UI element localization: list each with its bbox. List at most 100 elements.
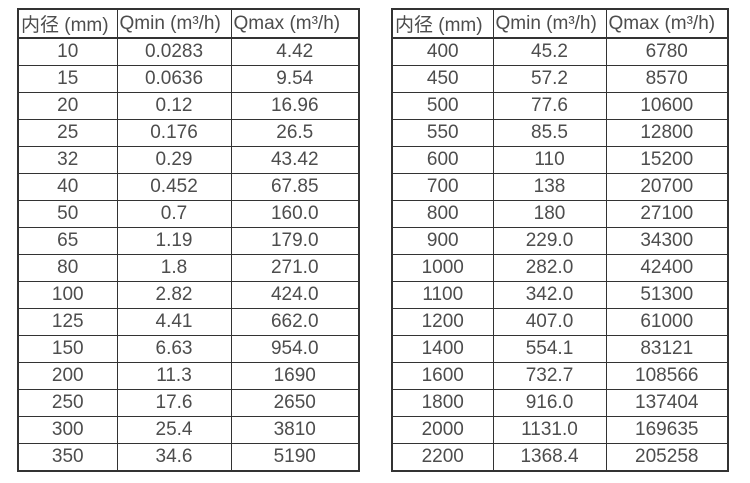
qmax-cell: 108566 [605, 362, 729, 390]
diameter-cell: 25 [17, 119, 118, 147]
qmin-cell: 1.19 [116, 227, 232, 255]
diameter-cell: 300 [17, 416, 118, 444]
qmin-cell: 282.0 [492, 254, 607, 282]
diameter-cell: 600 [391, 146, 494, 174]
table-row: 300 25.4 3810 [17, 416, 360, 444]
qmin-cell: 916.0 [492, 389, 607, 417]
qmax-cell: 10600 [605, 92, 729, 120]
flow-rate-table-small-diameters: 内径 (mm) Qmin (m³/h) Qmax (m³/h) 10 0.0283… [17, 8, 360, 472]
table-row: 2000 1131.0 169635 [391, 416, 729, 444]
header-qmin: Qmin (m³/h) [492, 8, 607, 39]
qmax-cell: 160.0 [230, 200, 360, 228]
table-row: 800 180 27100 [391, 200, 729, 228]
diameter-cell: 900 [391, 227, 494, 255]
qmin-cell: 0.29 [116, 146, 232, 174]
qmax-cell: 1690 [230, 362, 360, 390]
qmax-cell: 137404 [605, 389, 729, 417]
qmax-cell: 15200 [605, 146, 729, 174]
qmax-cell: 51300 [605, 281, 729, 309]
qmin-cell: 77.6 [492, 92, 607, 120]
table-row: 1600 732.7 108566 [391, 362, 729, 390]
qmin-cell: 0.12 [116, 92, 232, 120]
qmax-cell: 16.96 [230, 92, 360, 120]
qmax-cell: 271.0 [230, 254, 360, 282]
qmin-cell: 0.452 [116, 173, 232, 201]
diameter-cell: 100 [17, 281, 118, 309]
table-row: 32 0.29 43.42 [17, 146, 360, 174]
qmin-cell: 342.0 [492, 281, 607, 309]
qmin-cell: 407.0 [492, 308, 607, 336]
qmin-cell: 0.0283 [116, 37, 232, 66]
diameter-cell: 500 [391, 92, 494, 120]
table-row: 550 85.5 12800 [391, 119, 729, 147]
qmin-cell: 11.3 [116, 362, 232, 390]
qmin-cell: 229.0 [492, 227, 607, 255]
qmax-cell: 9.54 [230, 65, 360, 93]
diameter-cell: 1200 [391, 308, 494, 336]
table-row: 65 1.19 179.0 [17, 227, 360, 255]
qmin-cell: 1.8 [116, 254, 232, 282]
table-row: 1200 407.0 61000 [391, 308, 729, 336]
qmax-cell: 6780 [605, 37, 729, 66]
qmin-cell: 2.82 [116, 281, 232, 309]
qmin-cell: 45.2 [492, 37, 607, 66]
table-row: 40 0.452 67.85 [17, 173, 360, 201]
table-row: 10 0.0283 4.42 [17, 37, 360, 66]
qmin-cell: 6.63 [116, 335, 232, 363]
diameter-cell: 15 [17, 65, 118, 93]
qmax-cell: 3810 [230, 416, 360, 444]
diameter-cell: 700 [391, 173, 494, 201]
table-row: 500 77.6 10600 [391, 92, 729, 120]
table-row: 150 6.63 954.0 [17, 335, 360, 363]
diameter-cell: 350 [17, 443, 118, 472]
diameter-cell: 150 [17, 335, 118, 363]
qmax-cell: 43.42 [230, 146, 360, 174]
qmin-cell: 180 [492, 200, 607, 228]
table-row: 900 229.0 34300 [391, 227, 729, 255]
qmin-cell: 0.176 [116, 119, 232, 147]
header-qmin: Qmin (m³/h) [116, 8, 232, 39]
header-qmax: Qmax (m³/h) [605, 8, 729, 39]
qmax-cell: 2650 [230, 389, 360, 417]
table-row: 250 17.6 2650 [17, 389, 360, 417]
flow-rate-table-large-diameters: 内径 (mm) Qmin (m³/h) Qmax (m³/h) 400 45.2 6… [391, 8, 729, 472]
table-row: 600 110 15200 [391, 146, 729, 174]
qmin-cell: 110 [492, 146, 607, 174]
qmax-cell: 34300 [605, 227, 729, 255]
table-row: 25 0.176 26.5 [17, 119, 360, 147]
qmax-cell: 83121 [605, 335, 729, 363]
diameter-cell: 2000 [391, 416, 494, 444]
diameter-cell: 400 [391, 37, 494, 66]
qmin-cell: 17.6 [116, 389, 232, 417]
qmax-cell: 61000 [605, 308, 729, 336]
diameter-cell: 1000 [391, 254, 494, 282]
qmax-cell: 26.5 [230, 119, 360, 147]
qmax-cell: 205258 [605, 443, 729, 472]
table-row: 125 4.41 662.0 [17, 308, 360, 336]
diameter-cell: 20 [17, 92, 118, 120]
diameter-cell: 1400 [391, 335, 494, 363]
qmax-cell: 12800 [605, 119, 729, 147]
table-row: 1100 342.0 51300 [391, 281, 729, 309]
header-qmax: Qmax (m³/h) [230, 8, 360, 39]
qmax-cell: 20700 [605, 173, 729, 201]
header-diameter: 内径 (mm) [391, 8, 494, 39]
qmax-cell: 42400 [605, 254, 729, 282]
table-row: 400 45.2 6780 [391, 37, 729, 66]
table-row: 700 138 20700 [391, 173, 729, 201]
header-diameter: 内径 (mm) [17, 8, 118, 39]
diameter-cell: 2200 [391, 443, 494, 472]
table-row: 450 57.2 8570 [391, 65, 729, 93]
qmax-cell: 169635 [605, 416, 729, 444]
diameter-cell: 80 [17, 254, 118, 282]
qmin-cell: 732.7 [492, 362, 607, 390]
qmin-cell: 1368.4 [492, 443, 607, 472]
table-row: 2200 1368.4 205258 [391, 443, 729, 472]
diameter-cell: 65 [17, 227, 118, 255]
qmax-cell: 67.85 [230, 173, 360, 201]
diameter-cell: 550 [391, 119, 494, 147]
table-row: 350 34.6 5190 [17, 443, 360, 472]
qmin-cell: 85.5 [492, 119, 607, 147]
diameter-cell: 1100 [391, 281, 494, 309]
